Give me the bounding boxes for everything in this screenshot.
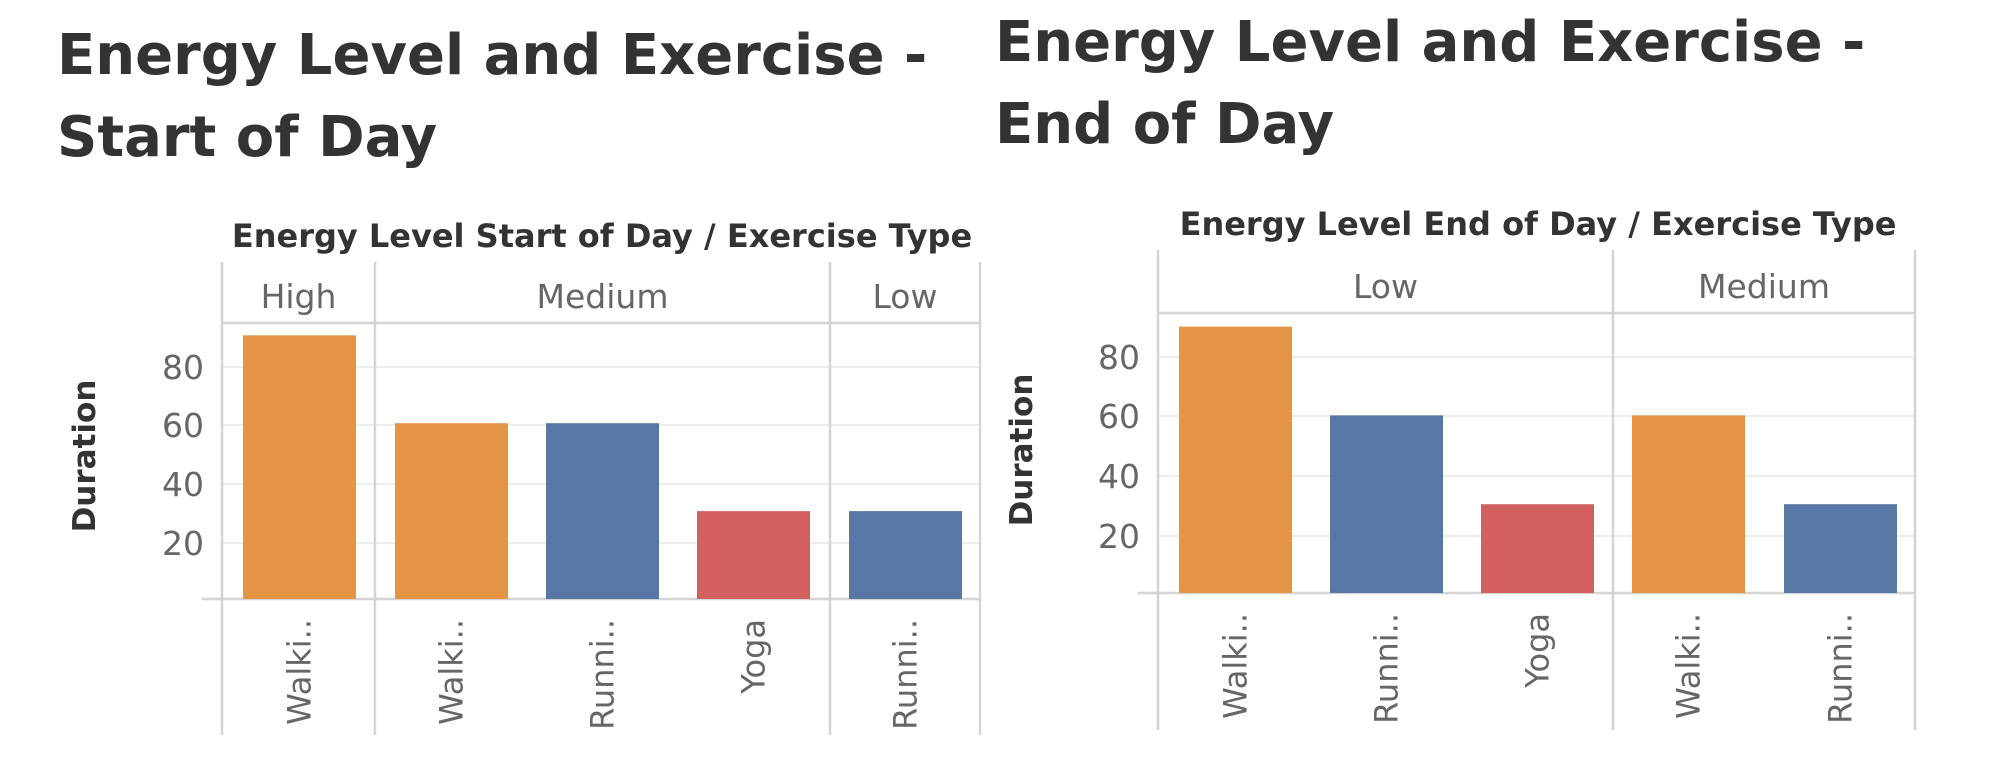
chart-title-end-of-day: Energy Level and Exercise - End of Day bbox=[995, 10, 1866, 157]
x-tick-label: Walki.. bbox=[1670, 613, 1708, 719]
x-tick-label: Runni.. bbox=[887, 619, 925, 730]
bar-high-walking bbox=[243, 335, 356, 599]
x-tick-label: Yoga bbox=[735, 619, 773, 695]
bar-medium-walking bbox=[1632, 415, 1745, 593]
x-tick-label: Runni.. bbox=[1368, 613, 1406, 724]
bar-low-yoga bbox=[1481, 504, 1594, 593]
bar-low-walking bbox=[1179, 326, 1292, 593]
y-tick-label: 40 bbox=[162, 465, 204, 504]
y-tick-label: 80 bbox=[1098, 338, 1140, 377]
chart-start-of-day: Energy Level Start of Day / Exercise Typ… bbox=[67, 217, 982, 735]
x-tick-label: Walki.. bbox=[281, 619, 319, 725]
y-tick-label: 20 bbox=[1098, 517, 1140, 556]
bar-medium-yoga bbox=[697, 511, 810, 599]
group-header-medium: Medium bbox=[537, 277, 669, 316]
y-tick-label: 20 bbox=[162, 524, 204, 563]
group-header-low: Low bbox=[1353, 267, 1418, 306]
bar-medium-running bbox=[546, 423, 659, 599]
group-header-high: High bbox=[261, 277, 337, 316]
chart-title-start-of-day: Energy Level and Exercise - Start of Day bbox=[57, 23, 928, 170]
end-header-title: Energy Level End of Day / Exercise Type bbox=[1180, 205, 1897, 243]
bar-low-running bbox=[849, 511, 962, 599]
x-tick-label: Yoga bbox=[1519, 613, 1557, 689]
bar-medium-walking bbox=[395, 423, 508, 599]
group-header-low: Low bbox=[873, 277, 938, 316]
y-tick-label: 60 bbox=[1098, 397, 1140, 436]
x-tick-label: Walki.. bbox=[433, 619, 471, 725]
start-y-axis-label: Duration bbox=[67, 380, 103, 533]
bar-medium-running bbox=[1784, 504, 1897, 593]
bar-low-running bbox=[1330, 415, 1443, 593]
x-tick-label: Runni.. bbox=[1822, 613, 1860, 724]
start-header-title: Energy Level Start of Day / Exercise Typ… bbox=[232, 217, 972, 255]
x-tick-label: Walki.. bbox=[1217, 613, 1255, 719]
end-y-axis-label: Duration bbox=[1004, 374, 1040, 527]
y-tick-label: 40 bbox=[1098, 457, 1140, 496]
x-tick-label: Runni.. bbox=[584, 619, 622, 730]
y-tick-label: 80 bbox=[162, 348, 204, 387]
y-tick-label: 60 bbox=[162, 406, 204, 445]
group-header-medium: Medium bbox=[1698, 267, 1830, 306]
